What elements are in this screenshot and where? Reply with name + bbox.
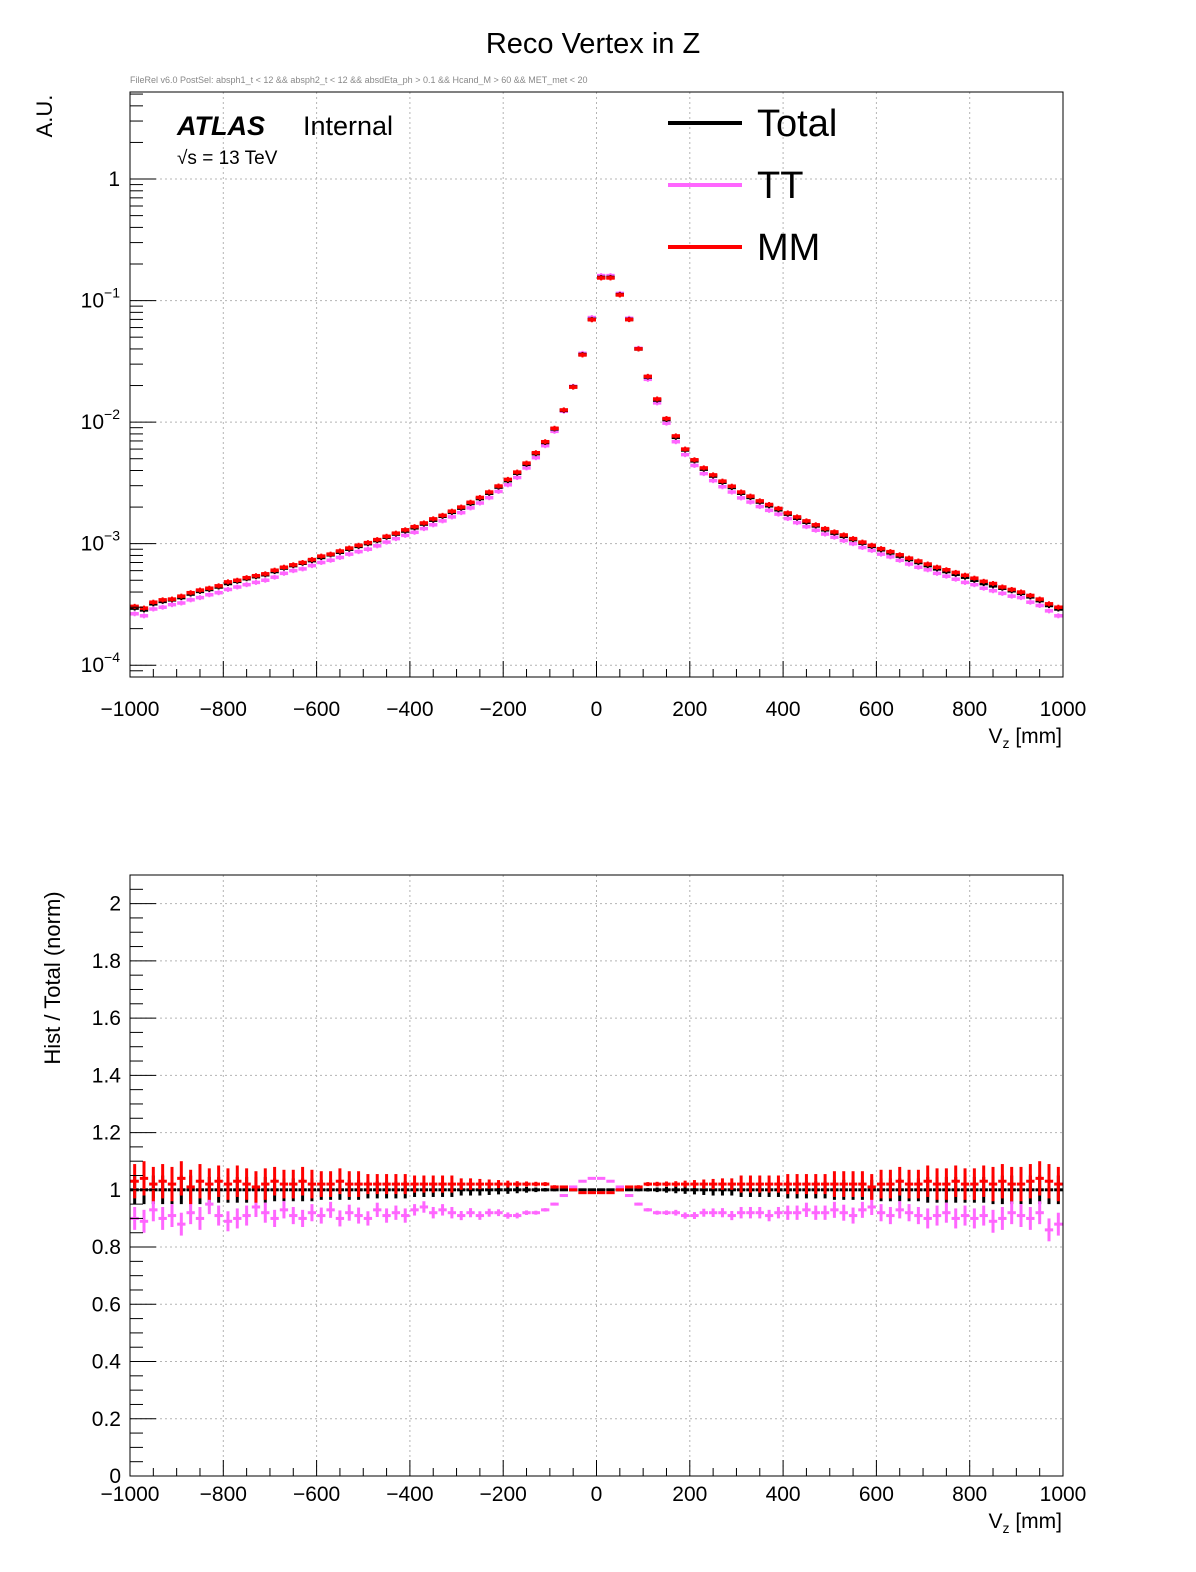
top-axis-ticks: −1000 −800 −600 −400 −200 0 200 400 600 800 1000 10…: [81, 93, 1087, 721]
bottom-y-axis-label: Hist / Total (norm): [40, 891, 65, 1064]
top-y-tick-label: 1: [108, 168, 120, 191]
bottom-y-tick-label: 0.8: [92, 1236, 121, 1259]
energy-label: √s = 13 TeV: [177, 148, 278, 169]
bottom-grid: [130, 875, 1063, 1476]
bottom-y-tick-label: 1.2: [92, 1122, 121, 1145]
bottom-panel: −1000 −800 −600 −400 −200 0 200 400 600 800 1000 0 0…: [40, 874, 1087, 1536]
chart-title: Reco Vertex in Z: [486, 28, 700, 60]
top-x-tick-label: 0: [591, 698, 603, 721]
legend-label-total: Total: [757, 103, 837, 145]
top-x-tick-label: −400: [386, 698, 433, 721]
bottom-y-tick-label: 1.6: [92, 1007, 121, 1030]
bottom-y-tick-label: 2: [109, 893, 121, 916]
bottom-y-tick-label: 0: [109, 1465, 121, 1488]
top-y-tick-label: 10−4: [81, 649, 121, 677]
legend-label-tt: TT: [757, 165, 803, 207]
bottom-y-tick-label: 1.8: [92, 950, 121, 973]
top-x-axis-label: Vz [mm]: [988, 725, 1062, 751]
bottom-x-tick-label: 600: [859, 1483, 894, 1506]
top-x-tick-label: 600: [859, 698, 894, 721]
top-x-tick-label: −1000: [101, 698, 160, 721]
top-grid: [130, 92, 1063, 677]
bottom-y-tick-label: 0.2: [92, 1408, 121, 1431]
top-x-tick-label: 200: [672, 698, 707, 721]
bottom-x-tick-label: 800: [952, 1483, 987, 1506]
bottom-y-tick-label: 1.4: [92, 1064, 122, 1087]
bottom-x-tick-label: −800: [200, 1483, 247, 1506]
bottom-x-tick-label: −400: [386, 1483, 433, 1506]
selection-cut-text: FileRel v6.0 PostSel: absph1_t < 12 && a…: [130, 75, 588, 85]
bottom-x-tick-label: −1000: [101, 1483, 160, 1506]
top-y-tick-label: 10−3: [81, 528, 121, 556]
top-marks: [130, 273, 1063, 619]
bottom-x-tick-label: 1000: [1040, 1483, 1087, 1506]
bottom-axis-ticks: −1000 −800 −600 −400 −200 0 200 400 600 800 1000 0 0…: [92, 888, 1087, 1506]
top-y-tick-label: 10−2: [81, 406, 121, 434]
bottom-y-tick-label: 1: [109, 1179, 121, 1202]
atlas-status-label: Internal: [303, 111, 393, 141]
bottom-x-axis-label: Vz [mm]: [988, 1510, 1062, 1536]
legend-label-mm: MM: [757, 227, 820, 269]
bottom-x-tick-label: 0: [591, 1483, 603, 1506]
top-x-tick-label: 800: [952, 698, 987, 721]
bottom-y-tick-label: 0.6: [92, 1293, 121, 1316]
bottom-x-tick-label: −200: [480, 1483, 527, 1506]
legend: Total TT MM: [668, 103, 837, 269]
bottom-x-tick-label: 400: [766, 1483, 801, 1506]
top-x-tick-label: −800: [200, 698, 247, 721]
top-x-tick-label: −200: [480, 698, 527, 721]
bottom-plot-frame: [129, 874, 1064, 1477]
top-x-tick-label: 1000: [1040, 698, 1087, 721]
top-y-axis-label: A.U.: [32, 95, 57, 138]
bottom-x-tick-label: 200: [672, 1483, 707, 1506]
top-y-tick-label: 10−1: [81, 285, 121, 313]
top-plot-frame: [129, 91, 1064, 678]
bottom-x-tick-label: −600: [293, 1483, 340, 1506]
top-x-tick-label: −600: [293, 698, 340, 721]
bottom-marks: [130, 1161, 1063, 1242]
top-panel: −1000 −800 −600 −400 −200 0 200 400 600 800 1000 10…: [32, 91, 1087, 751]
top-x-tick-label: 400: [766, 698, 801, 721]
atlas-label: ATLAS: [176, 111, 265, 141]
bottom-y-tick-label: 0.4: [92, 1351, 122, 1374]
